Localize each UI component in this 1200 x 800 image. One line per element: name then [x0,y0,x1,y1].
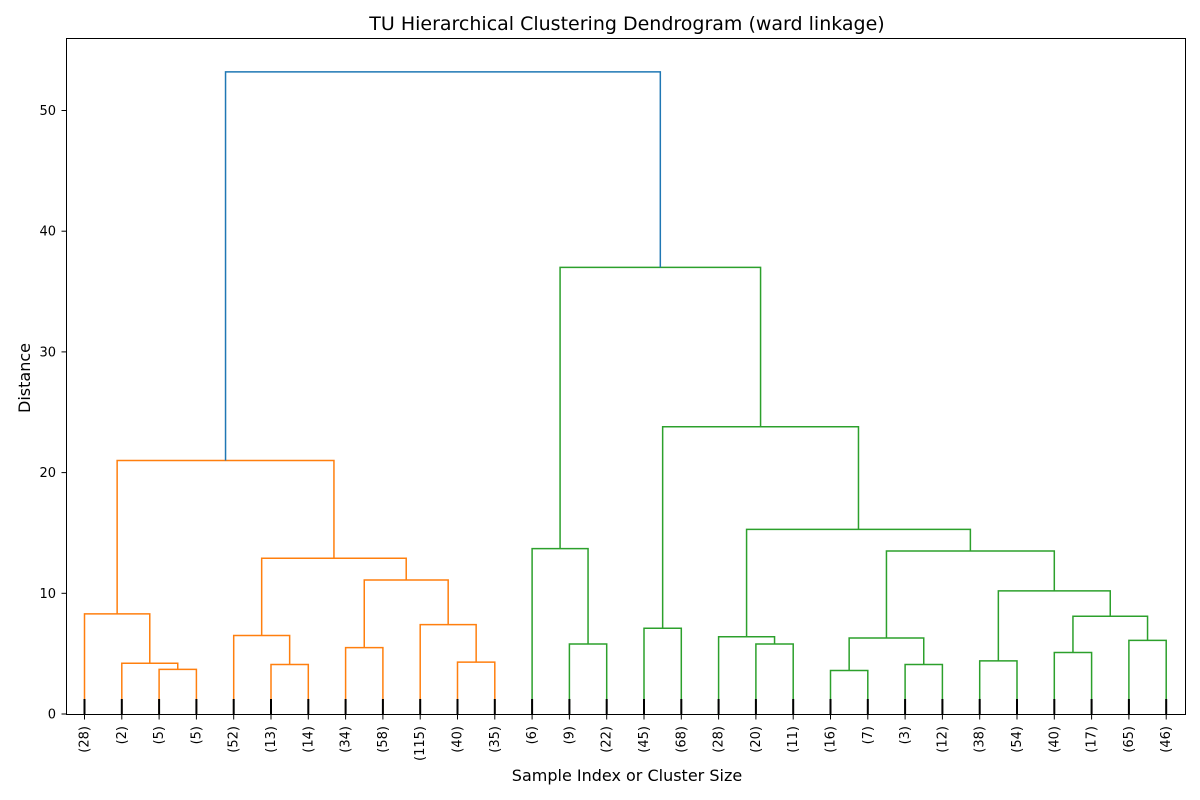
y-tick-label: 50 [39,104,56,119]
leaf-label: (52) [227,726,242,753]
leaf-label: (2) [115,726,130,744]
leaf-label: (34) [339,726,354,753]
leaf-label: (9) [562,726,577,744]
y-axis: 0 10 20 30 40 50 [39,104,67,723]
leaf-label: (58) [376,726,391,753]
leaf-label: (5) [152,726,167,744]
leaf-label: (22) [600,726,615,753]
leaf-label: (28) [712,726,727,753]
leaf-label: (14) [301,726,316,753]
leaf-label: (13) [264,726,279,753]
x-axis-label: Sample Index or Cluster Size [512,766,742,785]
y-axis-label: Distance [15,343,34,413]
leaf-label: (16) [824,726,839,753]
leaf-label: (6) [525,726,540,744]
leaf-label: (3) [898,726,913,744]
dendrogram-links [83,71,1167,714]
leaf-label: (35) [488,726,503,753]
leaf-label: (17) [1085,726,1100,753]
chart-title: TU Hierarchical Clustering Dendrogram (w… [368,13,884,35]
leaf-label: (28) [78,726,93,753]
y-tick-label: 20 [39,466,56,481]
y-tick-label: 40 [39,225,56,240]
leaf-label: (5) [189,726,204,744]
leaf-label: (68) [674,726,689,753]
leaf-label: (54) [1010,726,1025,753]
x-axis: (28) (2) (5) (5) (52) (13) (14) (34) (58) (115) (4… [78,714,1174,761]
leaf-label: (12) [935,726,950,753]
leaf-label: (65) [1122,726,1137,753]
leaf-label: (11) [786,726,801,753]
leaf-label: (115) [413,726,428,761]
leaf-label: (38) [973,726,988,753]
leaf-label: (40) [451,726,466,753]
leaf-label: (45) [637,726,652,753]
y-tick-label: 10 [39,587,56,602]
leaf-markers [83,699,1168,714]
leaf-label: (46) [1159,726,1174,753]
leaf-label: (20) [749,726,764,753]
plot-frame [66,38,1186,715]
y-tick-label: 30 [39,345,56,360]
link-n29 [224,71,662,461]
leaf-label: (7) [861,726,876,744]
y-tick-label: 0 [48,708,56,723]
leaf-label: (40) [1047,726,1062,753]
